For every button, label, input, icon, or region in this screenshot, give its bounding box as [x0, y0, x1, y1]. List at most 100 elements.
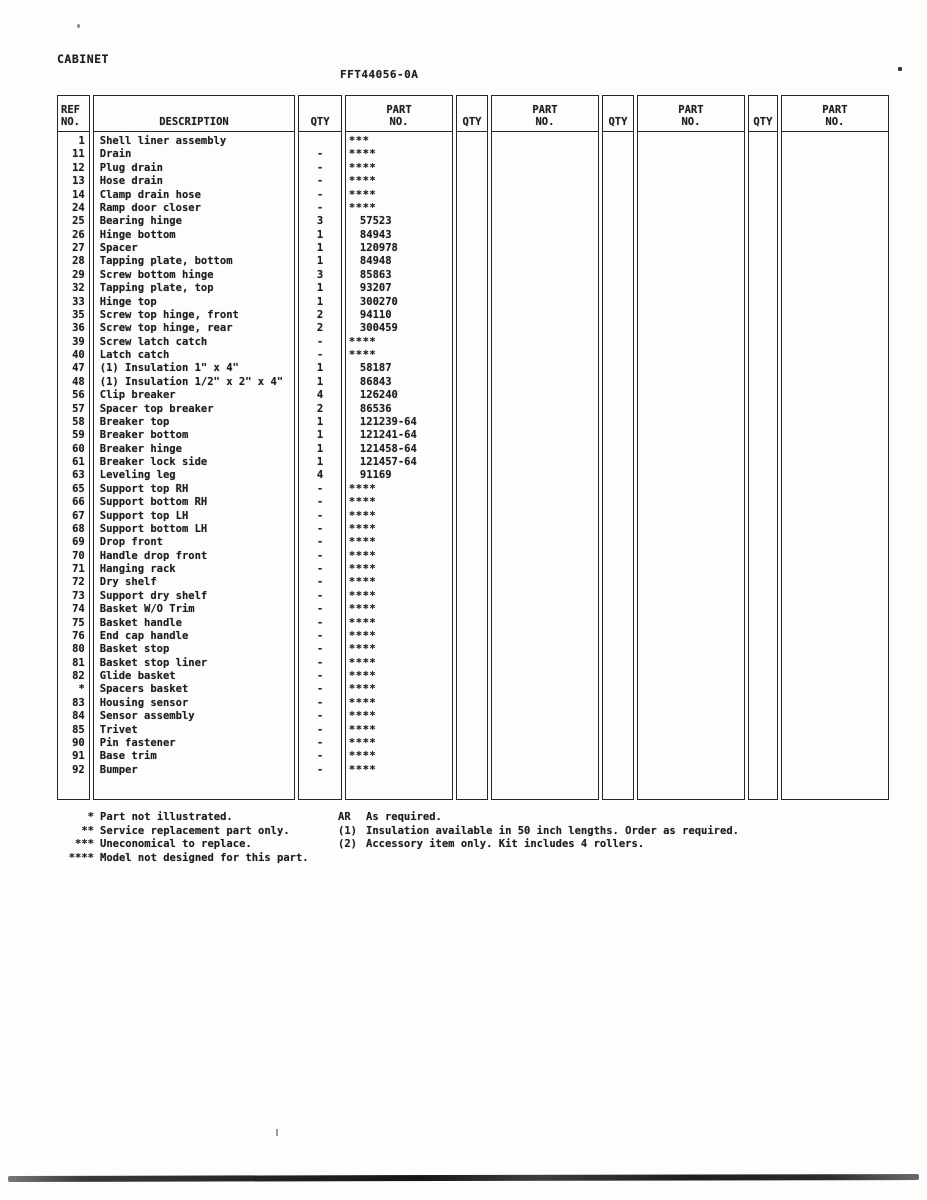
ref-cell: 57 [72, 402, 85, 415]
part-cell: **** [348, 643, 377, 656]
ref-cell: 28 [72, 255, 85, 268]
part-cell: **** [348, 188, 377, 201]
ref-cell: 1 [78, 135, 85, 147]
header-line: QTY [753, 116, 773, 128]
description-cell: Hinge top [99, 295, 157, 308]
part-cell: **** [348, 670, 377, 682]
column-header-qty-3: QTY [603, 96, 633, 132]
scan-artifact-dot [276, 1129, 278, 1136]
description-cell: Tapping plate, top [99, 282, 214, 295]
document-number: FFT44056-0A [340, 68, 419, 81]
header-line: NO. [535, 116, 555, 128]
part-cell: **** [348, 522, 377, 535]
part-cell: **** [348, 723, 377, 736]
part-cell: 121458-64 [359, 442, 417, 455]
column-part-no-1: PART NO. *** **** **** **** **** **** 57523 849… [344, 95, 454, 800]
footnote-text: Uneconomical to replace. [100, 838, 252, 850]
page-title: CABINET [57, 52, 109, 66]
footnote-line: (1) Insulation available in 50 inch lengt… [338, 825, 739, 839]
part-no-cells-empty [638, 132, 744, 135]
footnote-text: Part not illustrated. [100, 811, 233, 823]
column-qty-2: QTY [456, 95, 488, 800]
ref-cell: 59 [72, 429, 85, 442]
header-line: PART [386, 104, 412, 116]
description-cell: End cap handle [99, 629, 189, 642]
footnote-text: Model not designed for this part. [100, 851, 309, 864]
part-cell: **** [348, 536, 377, 549]
description-cell: Housing sensor [99, 696, 189, 709]
column-part-no-3: PART NO. [636, 95, 746, 800]
description-cell: Basket handle [99, 616, 182, 629]
part-cell: 120978 [359, 242, 398, 254]
ref-cell: 72 [72, 576, 85, 589]
description-cell: Hanging rack [99, 563, 176, 575]
part-cell: **** [348, 201, 377, 214]
footnote-marker: * [87, 811, 94, 823]
qty-cell: - [316, 536, 324, 549]
part-cell: 57523 [359, 215, 392, 228]
part-cell: 86536 [359, 402, 392, 415]
part-cell: **** [348, 509, 377, 522]
ref-cell: 36 [72, 322, 85, 335]
ref-cell: 70 [72, 549, 85, 562]
part-cell: 300459 [359, 322, 398, 335]
part-cell: **** [348, 589, 377, 602]
description-cells: Shell liner assembly Drain Plug drain Hose … [94, 132, 294, 777]
description-cell: Screw bottom hinge [99, 268, 214, 281]
qty-cell: - [316, 723, 324, 736]
part-cell: **** [348, 563, 377, 575]
qty-cell: 2 [316, 322, 324, 335]
footnote-marker: **** [68, 851, 94, 864]
ref-cell: * [78, 683, 85, 696]
footnote-line: **** Model not designed for this part. [62, 852, 309, 866]
column-ref-no: REF NO. 1 11 12 13 14 24 25 26 27 28 29 32 33 35 36 39 4… [57, 95, 90, 800]
part-cell: **** [348, 736, 377, 749]
column-header-part-no-3: PART NO. [637, 96, 745, 132]
qty-cell: - [316, 482, 324, 495]
ref-cell: 92 [72, 763, 85, 776]
qty-cell: - [316, 549, 324, 562]
ref-cell: 26 [72, 228, 85, 241]
ref-cell: 67 [72, 509, 85, 522]
ref-cell: 56 [72, 389, 85, 402]
header-line [603, 104, 633, 116]
part-cell: **** [348, 549, 377, 562]
footnote-text: As required. [366, 811, 442, 823]
qty-cell: - [316, 349, 324, 361]
qty-cell: 3 [316, 268, 324, 281]
qty-cell: - [316, 509, 324, 522]
description-cell: Base trim [99, 750, 157, 763]
description-cell: Drop front [99, 536, 163, 549]
ref-cell: 14 [72, 188, 85, 201]
description-cell: Handle drop front [99, 549, 208, 562]
ref-cell: 40 [72, 349, 85, 361]
part-cell: **** [348, 161, 377, 174]
header-line: NO. [681, 116, 701, 128]
ref-cell: 60 [72, 442, 85, 455]
qty-cell: - [316, 522, 324, 535]
part-cell: **** [348, 656, 377, 669]
qty-cell: - [316, 576, 324, 589]
description-cell: Pin fastener [99, 736, 176, 749]
ref-cell: 66 [72, 496, 85, 509]
ref-no-cells: 1 11 12 13 14 24 25 26 27 28 29 32 33 35 36 39 40 47 48 56 5… [58, 132, 89, 777]
part-cell: 94110 [359, 308, 392, 321]
ref-cell: 35 [72, 308, 85, 321]
column-part-no-2: PART NO. [490, 95, 600, 800]
description-cell: Basket stop liner [99, 656, 208, 669]
part-cell: **** [348, 576, 377, 589]
description-cell: Breaker bottom [99, 429, 189, 442]
ref-cell: 39 [72, 335, 85, 348]
ref-cell: 85 [72, 723, 85, 736]
qty-cell: 4 [316, 469, 324, 482]
description-cell: Latch catch [99, 349, 170, 361]
header-line [94, 104, 294, 116]
header-line: QTY [608, 116, 628, 128]
footnote-marker: AR [338, 811, 351, 823]
qty-cell: - [316, 696, 324, 709]
header-line [749, 104, 777, 116]
qty-cell [299, 135, 341, 148]
description-cell: Spacers basket [99, 683, 189, 696]
qty-cell: - [316, 603, 324, 616]
